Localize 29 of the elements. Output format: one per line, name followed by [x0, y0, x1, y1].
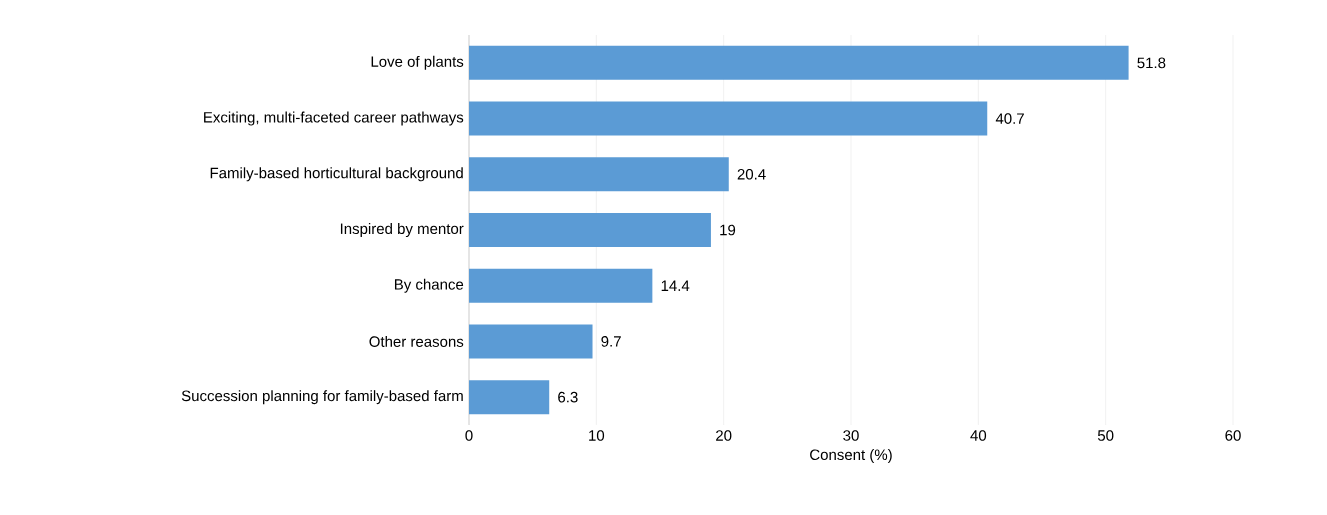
x-tick-label: 0	[465, 430, 473, 441]
x-tick-label: 60	[1225, 430, 1241, 441]
bar	[469, 268, 653, 303]
y-tick-label: Succession planning for family-based farm	[181, 390, 463, 405]
y-tick-label: Family-based horticultural background	[210, 167, 463, 182]
x-axis-title: Consent (%)	[810, 449, 892, 463]
data-label: 9.7	[601, 336, 621, 347]
y-tick-label: By chance	[394, 278, 464, 293]
y-tick-label: Other reasons	[369, 335, 464, 347]
bar	[469, 213, 711, 247]
y-tick-label: Exciting, multi-faceted career pathways	[204, 111, 464, 126]
x-tick-label: 20	[716, 430, 732, 441]
x-tick-label: 10	[589, 430, 605, 441]
x-tick-label: 30	[843, 430, 859, 441]
bar	[469, 324, 593, 359]
data-label: 40.7	[995, 113, 1024, 124]
bar	[469, 157, 729, 192]
bar	[469, 45, 1129, 80]
bar	[469, 101, 988, 136]
y-tick-label: Inspired by mentor	[340, 223, 464, 237]
x-tick-label: 40	[970, 430, 987, 441]
y-tick-label: Love of plants	[371, 55, 464, 70]
data-label: 20.4	[737, 168, 766, 180]
bar	[469, 380, 550, 415]
data-label: 6.3	[558, 391, 578, 403]
data-label: 51.8	[1137, 57, 1166, 69]
x-tick-label: 50	[1097, 430, 1114, 441]
data-label: 14.4	[661, 280, 690, 291]
data-label: 19	[720, 224, 736, 236]
